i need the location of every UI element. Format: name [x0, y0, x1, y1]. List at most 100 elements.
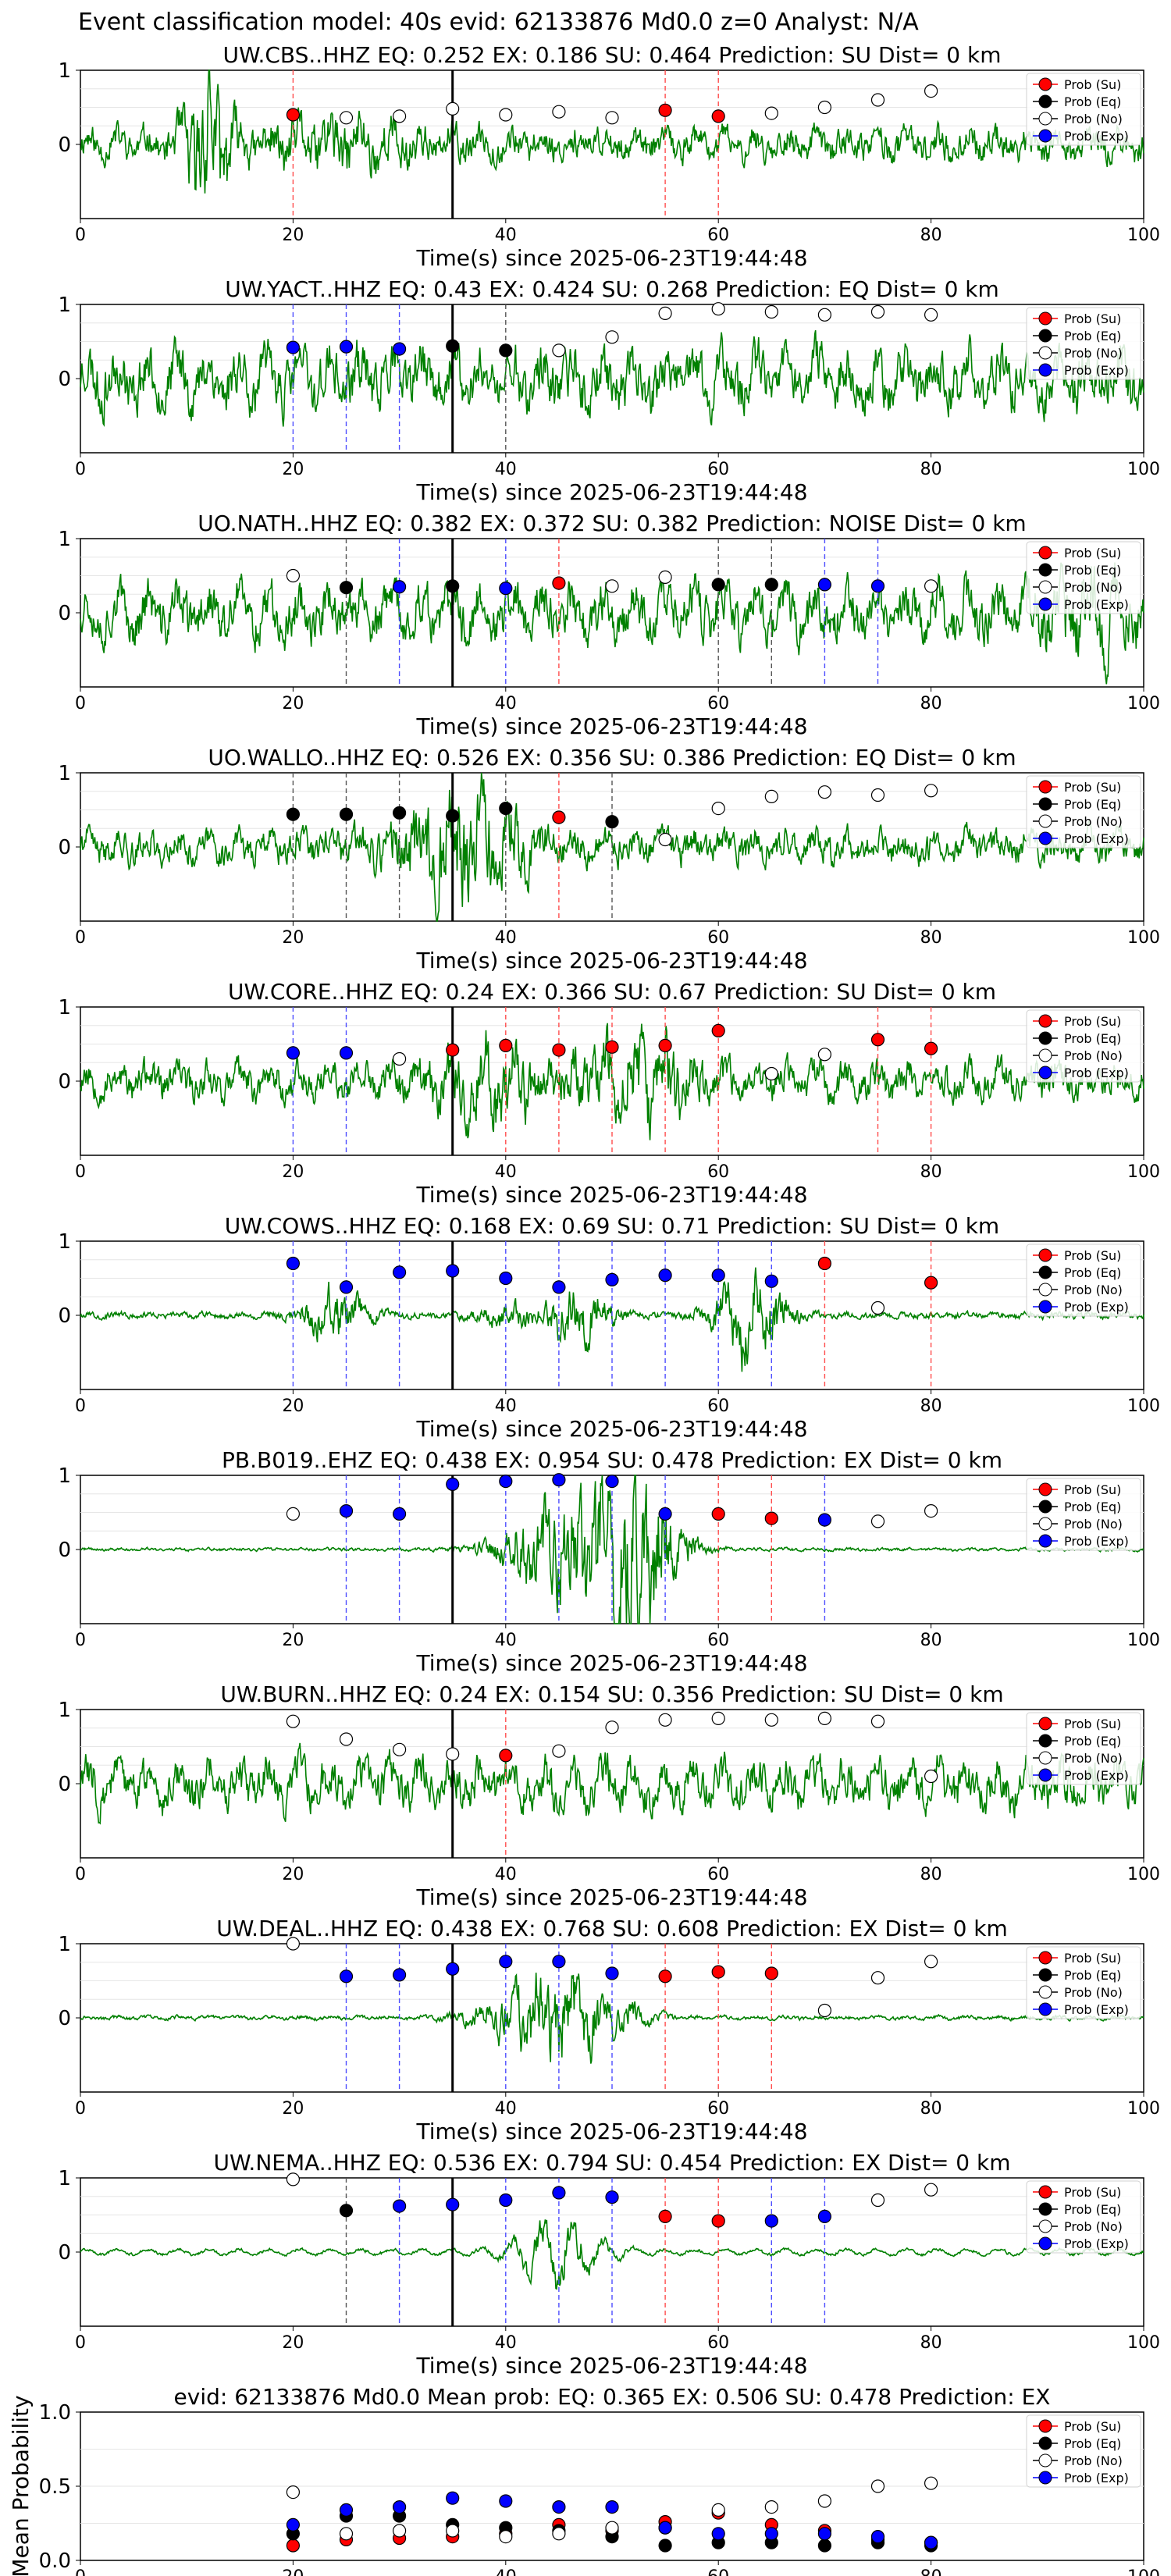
prob-marker-exp — [339, 1969, 354, 1984]
prob-marker-no — [817, 2003, 832, 2018]
x-tick-label: 80 — [920, 1162, 942, 1182]
mean-marker-no — [711, 2503, 725, 2517]
prob-marker-exp — [552, 1280, 566, 1294]
chart-title: PB.B019..EHZ EQ: 0.438 EX: 0.954 SU: 0.4… — [222, 1447, 1002, 1473]
prob-marker-exp — [339, 1046, 354, 1060]
x-tick-label: 80 — [920, 694, 942, 713]
legend-marker-eq — [1038, 94, 1052, 109]
x-tick-label: 100 — [1127, 694, 1160, 713]
x-tick-label: 0 — [75, 460, 86, 479]
legend-label-no: Prob (No) — [1064, 1283, 1123, 1297]
x-tick-label: 40 — [495, 2567, 517, 2576]
prob-marker-no — [924, 1769, 938, 1784]
prob-marker-exp — [764, 2214, 778, 2228]
y-tick-label: 1 — [58, 2167, 71, 2190]
legend-label-eq: Prob (Eq) — [1064, 1500, 1121, 1514]
mean-marker-no — [552, 2527, 566, 2541]
legend-label-no: Prob (No) — [1064, 1048, 1123, 1063]
legend-label-su: Prob (Su) — [1064, 2419, 1121, 2434]
legend-label-eq: Prob (Eq) — [1064, 94, 1121, 109]
waveform-trace — [80, 69, 1144, 194]
x-tick-label: 40 — [495, 2099, 517, 2119]
waveform-trace — [80, 1475, 1144, 1624]
chart-title: UW.BURN..HHZ EQ: 0.24 EX: 0.154 SU: 0.35… — [220, 1681, 1003, 1707]
x-tick-label: 0 — [75, 1162, 86, 1182]
prob-marker-su — [552, 1043, 566, 1057]
legend-label-no: Prob (No) — [1064, 814, 1123, 829]
prob-marker-su — [658, 1969, 672, 1984]
station-chart-1: UW.CBS..HHZ EQ: 0.252 EX: 0.186 SU: 0.46… — [58, 42, 1160, 271]
mean-marker-exp — [711, 2527, 725, 2541]
legend-label-exp: Prob (Exp) — [1064, 1300, 1129, 1315]
prob-marker-eq — [393, 806, 407, 820]
chart-title: UO.WALLO..HHZ EQ: 0.526 EX: 0.356 SU: 0.… — [208, 745, 1016, 770]
prob-marker-no — [817, 100, 832, 115]
x-tick-label: 0 — [75, 928, 86, 948]
prob-marker-su — [552, 576, 566, 590]
prob-marker-no — [339, 111, 354, 125]
legend-label-eq: Prob (Eq) — [1064, 1031, 1121, 1046]
prob-marker-su — [499, 1749, 513, 1763]
prob-marker-no — [870, 1514, 885, 1528]
prob-marker-eq — [339, 581, 354, 595]
legend-label-eq: Prob (Eq) — [1064, 2436, 1121, 2451]
prob-marker-no — [870, 93, 885, 107]
legend-label-no: Prob (No) — [1064, 2219, 1123, 2234]
prob-marker-exp — [499, 1271, 513, 1286]
y-tick-label: 1 — [58, 1699, 71, 1722]
x-tick-label: 60 — [707, 2333, 729, 2353]
legend-label-exp: Prob (Exp) — [1064, 1768, 1129, 1783]
legend-label-su: Prob (Su) — [1064, 2185, 1121, 2200]
x-tick-label: 20 — [282, 2567, 304, 2576]
legend-box — [1026, 1009, 1141, 1083]
station-chart-2: UW.YACT..HHZ EQ: 0.43 EX: 0.424 SU: 0.26… — [58, 276, 1160, 505]
legend-box — [1026, 775, 1141, 849]
legend-marker-no — [1038, 814, 1052, 828]
prob-marker-su — [711, 1965, 725, 1979]
y-tick-label: 0 — [58, 1539, 71, 1562]
prob-marker-no — [870, 1300, 885, 1315]
legend-box — [1026, 73, 1141, 146]
y-tick-label: 0.5 — [39, 2475, 71, 2499]
legend-marker-no — [1038, 112, 1052, 126]
x-tick-label: 100 — [1127, 1631, 1160, 1650]
prob-marker-no — [924, 1955, 938, 1969]
x-axis-label: Time(s) since 2025-06-23T19:44:48 — [415, 1416, 807, 1442]
mean-marker-su — [286, 2539, 300, 2553]
legend-marker-no — [1038, 1985, 1052, 1999]
legend-marker-no — [1038, 1048, 1052, 1062]
y-tick-label: 1 — [58, 762, 71, 785]
legend-marker-no — [1038, 1751, 1052, 1765]
prob-marker-su — [711, 1023, 725, 1038]
prob-marker-exp — [817, 578, 832, 592]
prob-marker-no — [870, 304, 885, 319]
x-tick-label: 0 — [75, 2333, 86, 2353]
prob-marker-eq — [446, 339, 460, 353]
prob-marker-su — [658, 103, 672, 117]
mean-marker-eq — [658, 2539, 672, 2553]
legend-box — [1026, 1712, 1141, 1785]
legend-marker-exp — [1038, 1066, 1052, 1080]
mean-marker-no — [870, 2479, 885, 2493]
legend-marker-no — [1038, 1283, 1052, 1297]
chart-title: evid: 62133876 Md0.0 Mean prob: EQ: 0.36… — [174, 2384, 1051, 2410]
prob-marker-no — [924, 308, 938, 322]
x-axis-label: Time(s) since 2025-06-23T19:44:48 — [415, 948, 807, 973]
x-axis-label: Time(s) since 2025-06-23T19:44:48 — [415, 1884, 807, 1910]
legend-marker-su — [1038, 546, 1052, 560]
legend-label-su: Prob (Su) — [1064, 546, 1121, 560]
prob-marker-exp — [711, 1268, 725, 1283]
legend-marker-eq — [1038, 2202, 1052, 2216]
prob-marker-su — [658, 2209, 672, 2223]
prob-marker-no — [552, 1744, 566, 1758]
mean-marker-exp — [499, 2494, 513, 2508]
prob-marker-no — [817, 785, 832, 799]
x-axis-label: Time(s) since 2025-06-23T19:44:48 — [415, 713, 807, 739]
prob-marker-su — [605, 1040, 619, 1054]
prob-marker-exp — [658, 1507, 672, 1521]
legend-label-su: Prob (Su) — [1064, 1014, 1121, 1029]
x-tick-label: 20 — [282, 2333, 304, 2353]
prob-marker-no — [446, 1747, 460, 1761]
legend-label-su: Prob (Su) — [1064, 1248, 1121, 1263]
legend-label-no: Prob (No) — [1064, 2453, 1123, 2468]
